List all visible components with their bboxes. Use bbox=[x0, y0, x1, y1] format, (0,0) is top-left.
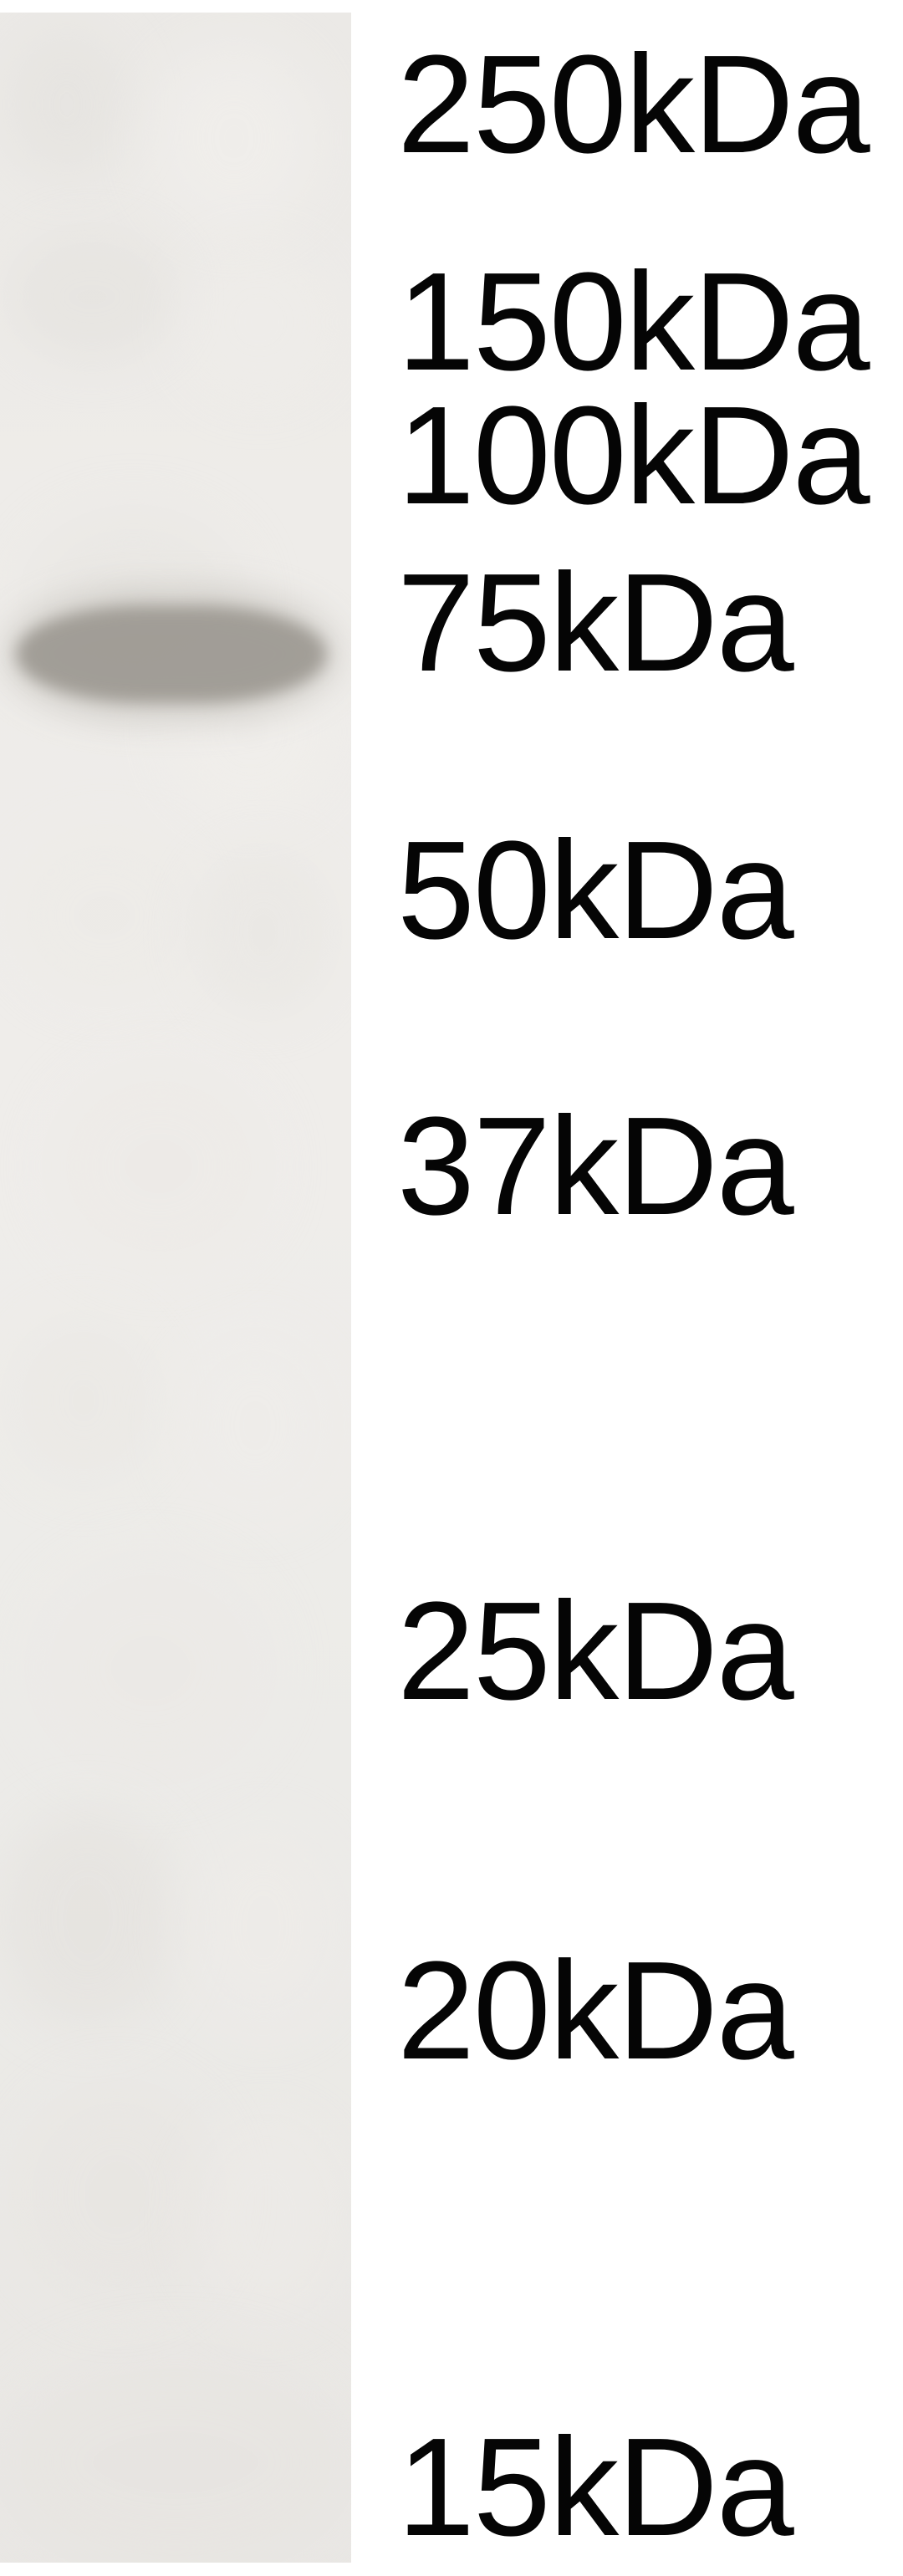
wb-noise-blob bbox=[17, 2086, 217, 2303]
marker-label-m37: 37kDa bbox=[397, 1087, 793, 1247]
wb-noise-blob bbox=[0, 2354, 351, 2563]
wb-noise-blob bbox=[0, 1810, 176, 2028]
marker-label-m20: 20kDa bbox=[397, 1931, 793, 2091]
marker-label-m250: 250kDa bbox=[397, 25, 869, 185]
wb-lane bbox=[0, 13, 351, 2563]
marker-label-m100: 100kDa bbox=[397, 376, 869, 536]
wb-noise-blob bbox=[13, 832, 196, 999]
wb-band bbox=[17, 606, 326, 702]
wb-noise-blob bbox=[176, 1334, 334, 1518]
wb-noise-blob bbox=[150, 46, 318, 230]
marker-label-m50: 50kDa bbox=[397, 811, 793, 971]
wb-noise-blob bbox=[50, 1066, 268, 1267]
wb-noise-blob bbox=[184, 1827, 343, 2028]
wb-noise-blob bbox=[192, 849, 334, 1016]
wb-noise-blob bbox=[4, 29, 130, 180]
wb-noise-blob bbox=[192, 2119, 343, 2320]
wb-noise-blob bbox=[184, 247, 334, 397]
marker-label-m25: 25kDa bbox=[397, 1572, 793, 1732]
marker-label-m15: 15kDa bbox=[397, 2408, 793, 2568]
wb-noise-blob bbox=[8, 230, 176, 364]
wb-noise-blob bbox=[8, 1317, 159, 1484]
wb-noise-blob bbox=[33, 1559, 268, 1777]
page-root: 250kDa150kDa100kDa75kDa50kDa37kDa25kDa20… bbox=[0, 0, 903, 2576]
marker-label-m75: 75kDa bbox=[397, 543, 793, 703]
